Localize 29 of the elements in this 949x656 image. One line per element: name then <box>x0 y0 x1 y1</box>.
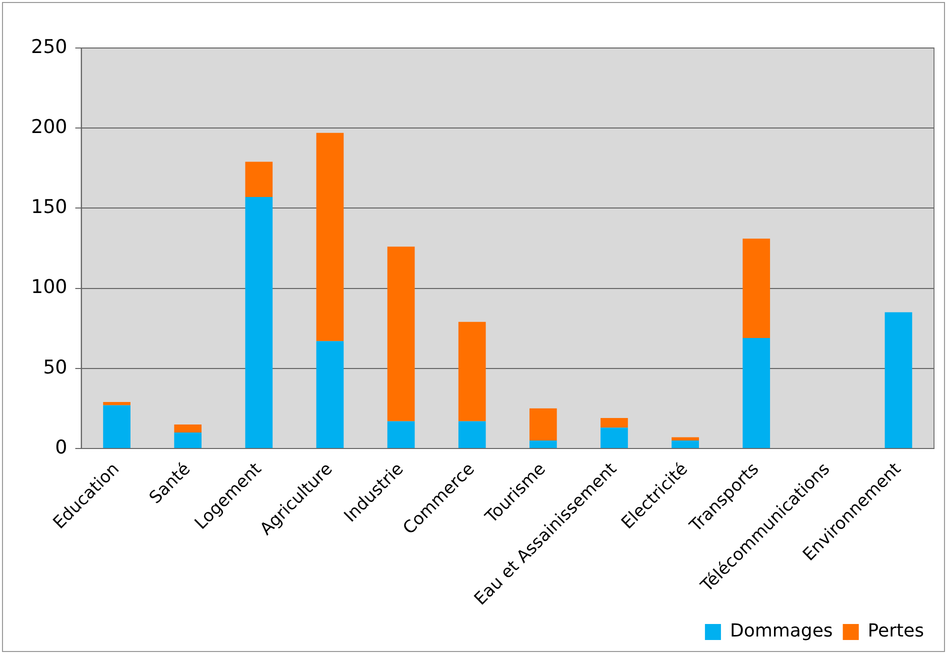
bar <box>529 440 557 448</box>
bar <box>174 424 202 432</box>
bar <box>103 402 130 406</box>
bar <box>458 421 486 448</box>
legend-label: Pertes <box>868 620 924 642</box>
y-tick-label: 250 <box>31 36 68 58</box>
bar <box>672 440 699 448</box>
legend-label: Dommages <box>730 620 833 642</box>
bar <box>458 322 486 422</box>
bar <box>316 132 344 342</box>
bar <box>742 338 770 448</box>
bar <box>600 418 628 428</box>
y-tick-label: 100 <box>31 276 68 298</box>
bar <box>742 238 770 338</box>
bar <box>672 437 699 440</box>
bar <box>600 428 628 448</box>
bar <box>103 405 130 448</box>
bar <box>245 196 273 448</box>
bar <box>387 421 415 448</box>
bar <box>387 246 415 422</box>
y-tick-label: 50 <box>43 356 68 378</box>
y-tick-label: 0 <box>55 436 68 458</box>
bar <box>316 341 344 448</box>
bar <box>529 408 557 440</box>
y-tick-label: 200 <box>31 116 68 138</box>
bar <box>245 162 273 197</box>
bar <box>884 312 912 448</box>
y-tick-label: 150 <box>31 196 68 218</box>
bar <box>174 432 202 448</box>
